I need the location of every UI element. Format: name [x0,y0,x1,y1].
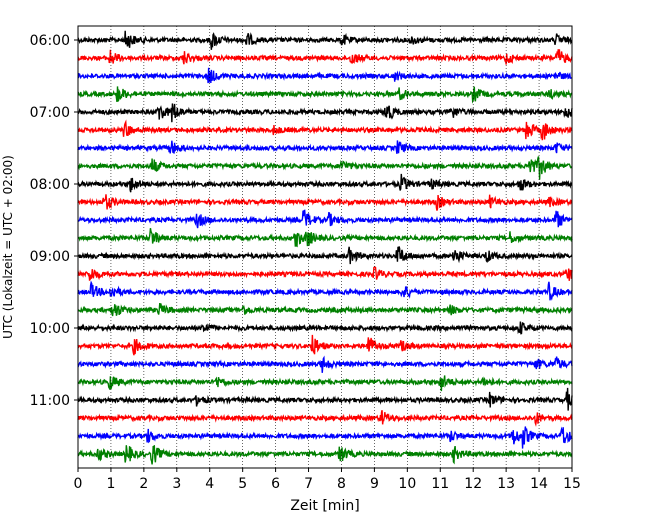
x-tick-label: 7 [304,476,313,492]
trace-1100 [77,387,573,411]
x-tick-label: 15 [563,476,581,492]
plot-area [77,30,573,465]
y-tick-label: 08:00 [30,177,70,193]
y-tick-label: 10:00 [30,321,70,337]
x-tick-label: 10 [398,476,416,492]
x-tick-label: 4 [205,476,214,492]
trace-0745 [77,156,573,180]
trace-0715 [77,119,573,141]
trace-0645 [77,86,573,104]
trace-0730 [77,140,573,154]
trace-1030 [77,355,573,373]
trace-0845 [77,228,573,248]
trace-0930 [77,280,573,301]
y-tick-label: 06:00 [30,33,70,49]
x-tick-label: 0 [74,476,83,492]
x-tick-label: 13 [497,476,515,492]
y-axis-ticks: 06:00 07:00 08:00 09:00 10:00 11:00 [30,33,78,409]
trace-0830 [77,209,573,229]
y-tick-label: 07:00 [30,105,70,121]
x-axis-ticks: 0 1 2 3 4 5 6 7 8 9 10 11 12 13 14 15 [74,468,581,492]
x-tick-label: 5 [238,476,247,492]
trace-1145 [77,445,573,465]
x-tick-label: 1 [106,476,115,492]
trace-0815 [77,194,573,211]
x-tick-label: 14 [530,476,548,492]
x-axis-label: Zeit [min] [290,498,359,514]
trace-0945 [77,302,573,317]
trace-1045 [77,375,573,392]
x-tick-label: 8 [337,476,346,492]
x-tick-label: 9 [370,476,379,492]
y-axis-label: UTC (Lokalzeit = UTC + 02:00) [1,155,15,339]
trace-0700 [77,103,573,123]
x-tick-label: 2 [139,476,148,492]
trace-0600 [77,30,573,50]
trace-1015 [77,334,573,356]
trace-1000 [77,321,573,335]
y-tick-label: 09:00 [30,249,70,265]
trace-0915 [77,266,573,282]
trace-0630 [77,67,573,84]
trace-0800 [77,173,573,193]
x-tick-label: 3 [172,476,181,492]
trace-0900 [77,246,573,265]
trace-1130 [77,426,573,449]
x-tick-label: 12 [464,476,482,492]
plot-frame [77,25,573,469]
y-tick-label: 11:00 [30,393,70,409]
x-tick-label: 6 [271,476,280,492]
x-tick-label: 11 [431,476,449,492]
trace-1115 [77,410,573,427]
trace-0615 [77,49,573,65]
